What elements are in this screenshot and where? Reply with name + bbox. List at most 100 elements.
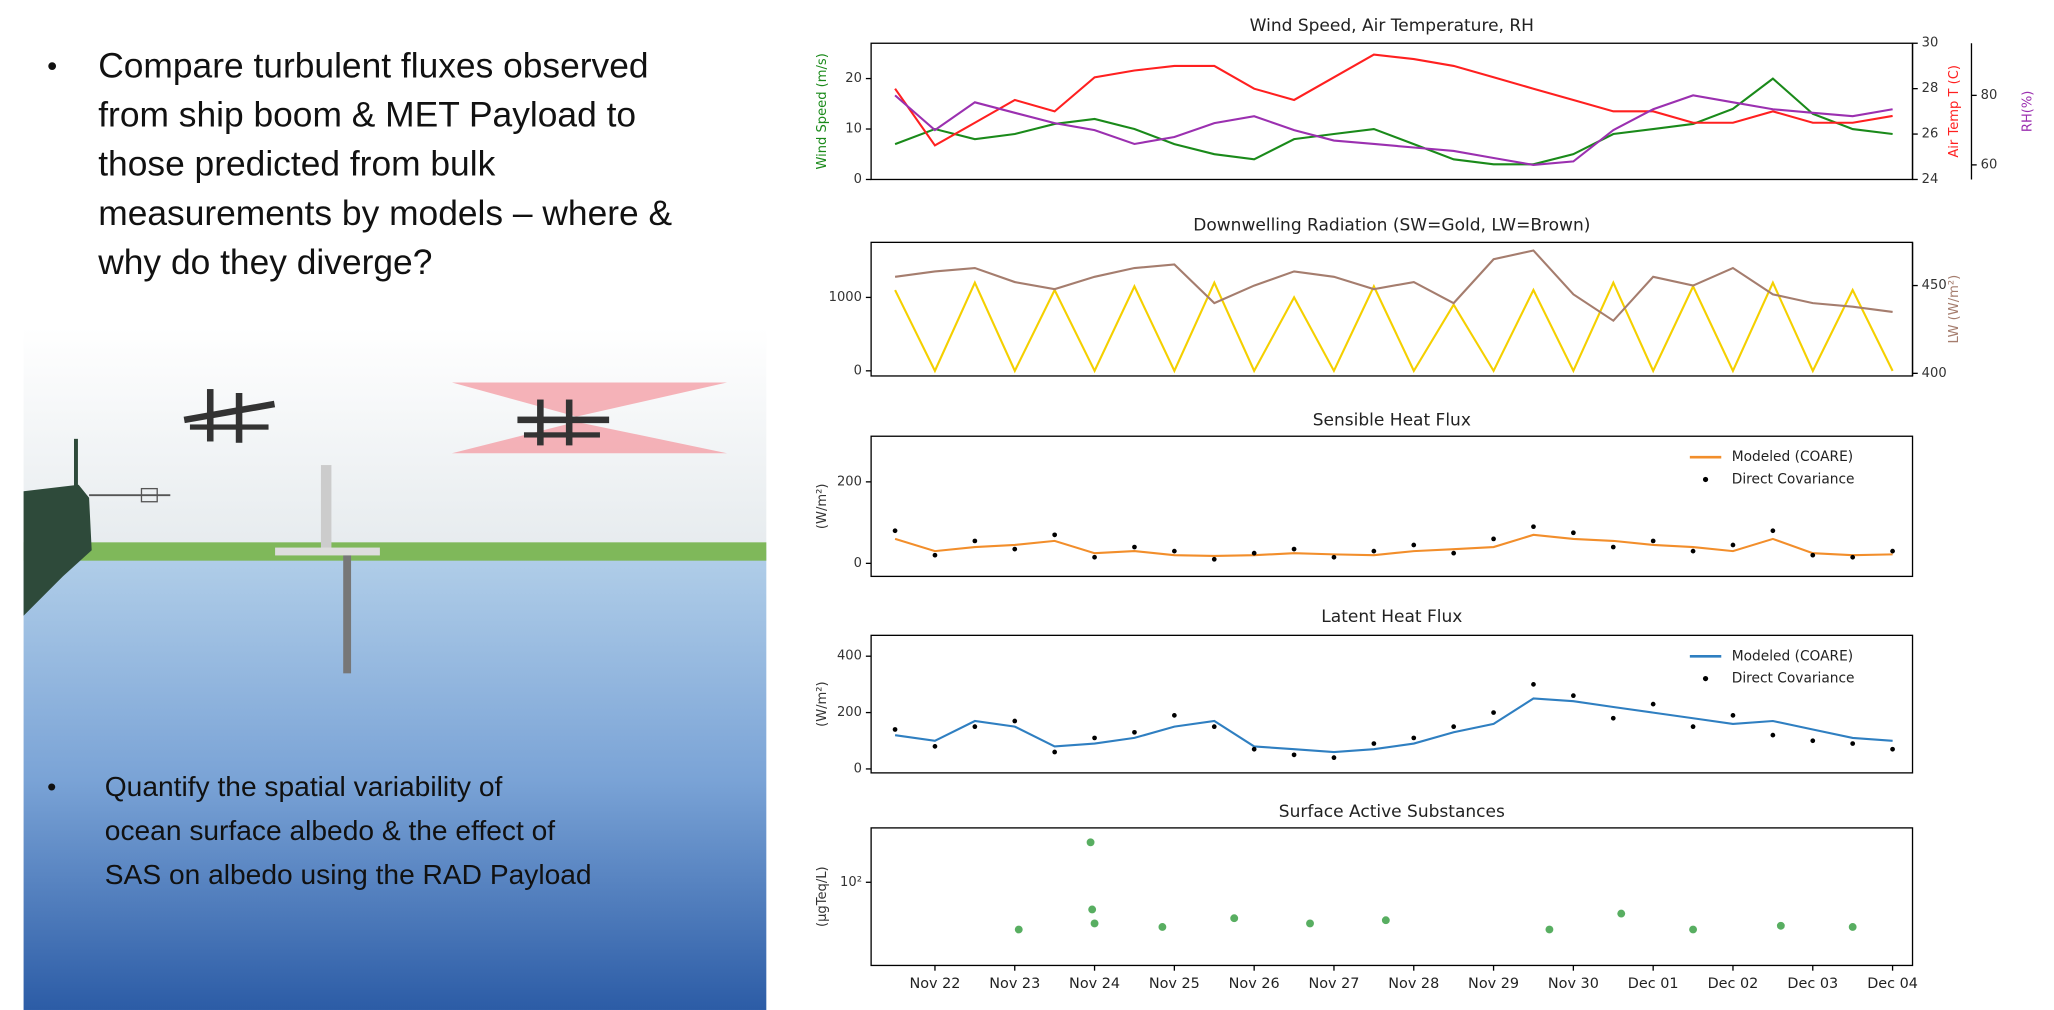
data-point [1382,916,1390,924]
data-point [1651,539,1656,544]
data-point [1132,730,1137,735]
y2-tick-label: 450 [1922,278,1947,293]
data-point [1810,738,1815,743]
data-point [1372,549,1377,554]
legend-marker [1703,477,1708,482]
data-point [1689,926,1697,934]
y-tick-label: 400 [837,649,862,664]
legend-label: Direct Covariance [1732,671,1855,687]
data-point [893,727,898,732]
data-point [893,528,898,533]
data-point [1292,752,1297,757]
y-axis-label: Wind Speed (m/s) [815,53,830,169]
y2-tick-label: 26 [1922,127,1939,142]
data-point [1731,543,1736,548]
data-point [1611,545,1616,550]
x-tick-label: Nov 29 [1468,976,1519,992]
y-tick-label: 1000 [829,290,862,305]
y-tick-label: 10 [845,122,862,137]
bullet-text-line: Quantify the spatial variability of [105,771,503,802]
y2-tick-label: 30 [1922,36,1939,51]
x-tick-label: Nov 24 [1069,976,1120,992]
legend-label: Modeled (COARE) [1732,449,1853,465]
y-tick-label: 20 [845,71,862,86]
data-point [1052,532,1057,537]
slide: • • Wind Speed, Air Temperature, RH01020… [0,0,2054,1010]
y-tick-label: 0 [854,761,862,776]
data-point [1451,551,1456,556]
data-point [1052,750,1057,755]
y3-tick-label: 80 [1981,88,1998,103]
y3-tick-label: 60 [1981,157,1998,172]
page: {"slide": {"bullets": [ {"lines": ["Comp… [0,0,2054,1010]
chart-title: Surface Active Substances [1279,802,1505,822]
data-point [1451,724,1456,729]
bullet-text-line: measurements by models – where & [98,194,672,233]
data-point [1890,549,1895,554]
data-point [1092,736,1097,741]
data-point [1731,713,1736,718]
y-tick-label: 0 [854,556,862,571]
data-point [1372,741,1377,746]
data-point [1158,923,1166,931]
x-tick-label: Dec 01 [1628,976,1679,992]
legend-marker [1703,676,1708,681]
y-axis-label: (µgTeq/L) [815,866,830,927]
legend-label: Modeled (COARE) [1732,648,1853,664]
data-point [1777,922,1785,930]
y-tick-label: 0 [854,172,862,187]
data-point [1771,733,1776,738]
horizon-band [24,542,767,560]
chart-area: Wind Speed, Air Temperature, RH 0 10 20 Wind… [773,0,2054,1010]
data-point [1617,910,1625,918]
data-point [1411,736,1416,741]
data-point [933,744,938,749]
bullet-text-line: Compare turbulent fluxes observed [98,46,648,85]
bullet-text-line: ocean surface albedo & the effect of [105,815,555,846]
data-point [1571,530,1576,535]
data-point [1531,682,1536,687]
chart-title: Wind Speed, Air Temperature, RH [1250,16,1534,36]
bullet-mark: • [47,51,57,83]
data-point [1332,755,1337,760]
data-point [1306,920,1314,928]
data-point [1890,747,1895,752]
data-point [1332,555,1337,560]
data-point [1012,547,1017,552]
data-point [1850,555,1855,560]
data-point [1491,537,1496,542]
y2-tick-label: 24 [1922,172,1939,187]
bullet-text-line: from ship boom & MET Payload to [98,96,636,135]
x-tick-label: Nov 27 [1308,976,1359,992]
y2-axis-label: LW (W/m²) [1947,275,1962,344]
chart-title: Latent Heat Flux [1321,607,1462,627]
data-point [1252,747,1257,752]
x-tick-label: Nov 26 [1229,976,1280,992]
x-tick-label: Nov 25 [1149,976,1200,992]
chart-title: Downwelling Radiation (SW=Gold, LW=Brown… [1193,215,1590,235]
data-point [1252,551,1257,556]
x-tick-label: Nov 30 [1548,976,1599,992]
data-point [1531,524,1536,529]
data-point [1012,719,1017,724]
x-tick-label: Dec 03 [1787,976,1838,992]
data-point [1015,926,1023,934]
y2-axis-label: Air Temp T (C) [1947,65,1962,158]
data-point [1212,557,1217,562]
data-point [1230,914,1238,922]
bullet-text-line: SAS on albedo using the RAD Payload [105,859,592,890]
data-point [1810,553,1815,558]
data-point [1088,906,1096,914]
data-point [1849,923,1857,931]
data-point [1292,547,1297,552]
x-tick-label: Nov 22 [909,976,960,992]
y2-tick-label: 400 [1922,366,1947,381]
legend-label: Direct Covariance [1732,471,1855,487]
y-tick-label: 200 [837,474,862,489]
data-point [1092,555,1097,560]
y2-tick-label: 28 [1922,81,1939,96]
data-point [973,539,978,544]
data-point [1411,543,1416,548]
data-point [973,724,978,729]
data-point [1172,713,1177,718]
